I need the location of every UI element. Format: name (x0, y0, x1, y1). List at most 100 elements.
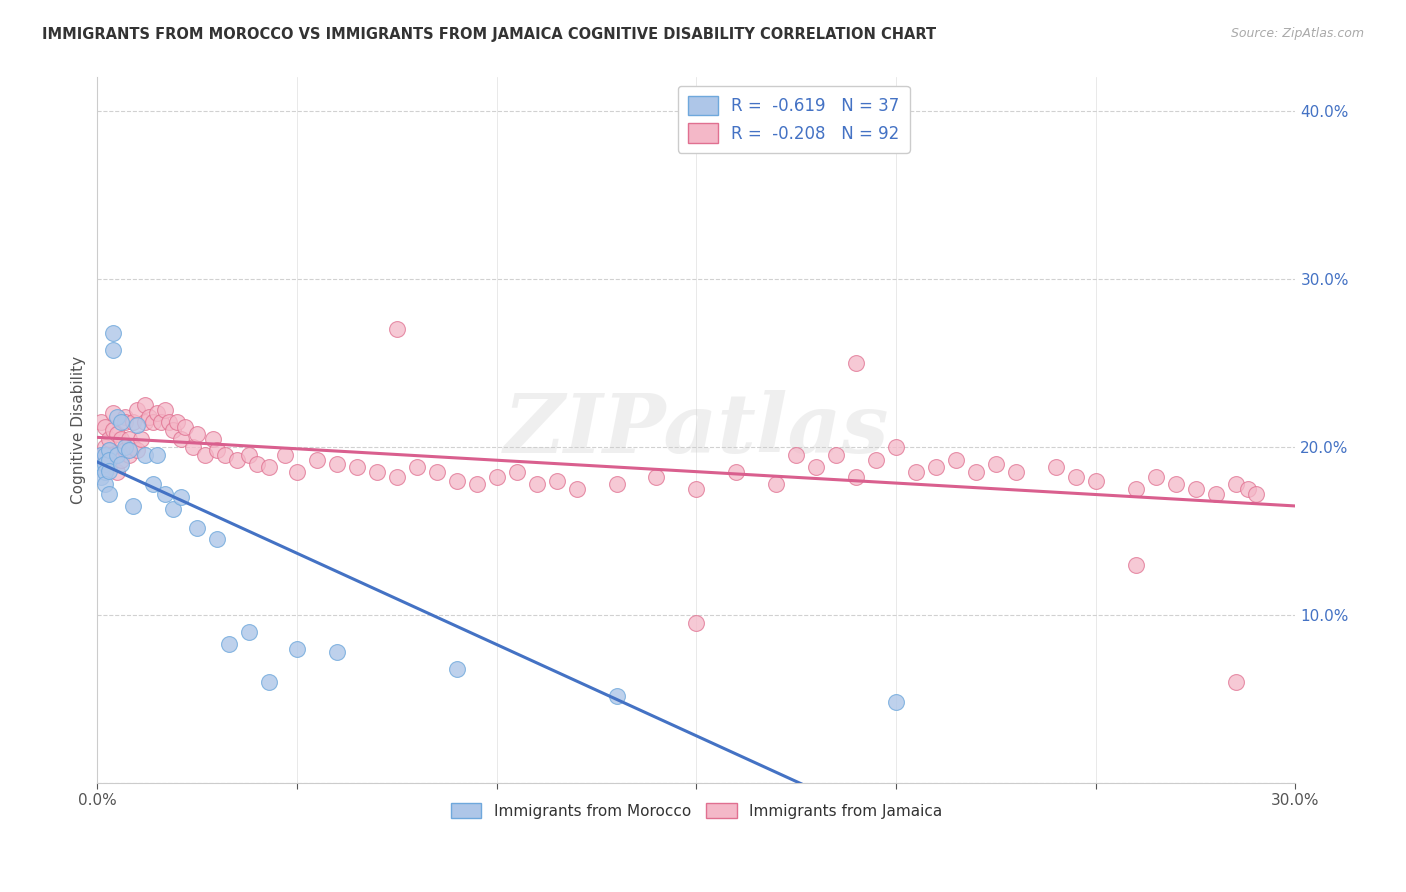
Point (226, 453, 249, 467)
Point (305, 453, 328, 467)
Point (122, 440, 145, 454)
Point (925, 460, 948, 475)
Point (110, 432, 132, 446)
Point (150, 415, 173, 429)
Point (110, 453, 132, 467)
Point (90, 415, 112, 429)
Point (103, 449, 125, 463)
Point (103, 343, 125, 357)
Point (905, 465, 928, 479)
Point (1005, 465, 1028, 479)
Point (118, 443, 141, 458)
Point (546, 474, 568, 488)
Point (194, 449, 217, 463)
Point (114, 443, 136, 458)
Point (205, 533, 228, 547)
Point (1125, 482, 1147, 496)
Point (127, 443, 149, 458)
Point (90, 449, 112, 463)
Point (127, 418, 149, 433)
Point (1184, 482, 1206, 496)
Point (114, 415, 136, 429)
Point (129, 432, 152, 446)
Point (98, 443, 121, 458)
Point (366, 465, 388, 479)
Point (157, 415, 180, 429)
Point (346, 460, 368, 475)
Point (845, 356, 868, 370)
Point (257, 675, 280, 690)
Point (114, 409, 136, 424)
Point (122, 415, 145, 429)
Point (685, 482, 707, 496)
Point (565, 482, 588, 496)
Point (127, 403, 149, 417)
Point (162, 502, 184, 516)
Point (98, 453, 121, 467)
Point (105, 449, 128, 463)
Point (806, 460, 828, 475)
Point (105, 426, 128, 441)
Point (285, 465, 308, 479)
Point (845, 470, 868, 484)
Point (98, 464, 121, 478)
Point (326, 457, 349, 471)
Point (94, 420, 117, 434)
Point (134, 398, 156, 412)
Point (155, 403, 177, 417)
Point (166, 415, 188, 429)
Point (965, 465, 987, 479)
Point (1084, 474, 1107, 488)
Point (1225, 477, 1247, 491)
Point (238, 449, 260, 463)
Point (785, 449, 807, 463)
Text: ZIPatlas: ZIPatlas (503, 390, 889, 470)
Point (105, 449, 128, 463)
Point (174, 420, 197, 434)
Point (285, 641, 308, 656)
Point (138, 409, 160, 424)
Point (98, 487, 121, 501)
Point (98, 460, 121, 475)
Point (825, 449, 848, 463)
Point (162, 423, 184, 437)
Point (606, 477, 628, 491)
Point (146, 406, 169, 420)
Point (94, 465, 117, 479)
Point (94, 440, 117, 454)
Point (142, 477, 165, 491)
Point (103, 326, 125, 340)
Point (984, 457, 1007, 471)
Point (103, 423, 125, 437)
Point (122, 499, 145, 513)
Text: IMMIGRANTS FROM MOROCCO VS IMMIGRANTS FROM JAMAICA COGNITIVE DISABILITY CORRELAT: IMMIGRANTS FROM MOROCCO VS IMMIGRANTS FR… (42, 27, 936, 42)
Point (884, 695, 907, 709)
Point (884, 440, 907, 454)
Point (98, 443, 121, 458)
Point (146, 449, 169, 463)
Point (1144, 470, 1167, 484)
Point (98, 432, 121, 446)
Point (405, 460, 427, 475)
Point (385, 322, 408, 336)
Point (214, 449, 236, 463)
Point (765, 477, 787, 491)
Point (1125, 558, 1147, 572)
Point (446, 474, 468, 488)
Point (142, 415, 165, 429)
Point (90, 449, 112, 463)
Point (186, 521, 208, 535)
Point (110, 457, 132, 471)
Point (170, 491, 193, 505)
Point (1244, 487, 1267, 501)
Point (945, 453, 967, 467)
Point (426, 465, 449, 479)
Point (105, 465, 128, 479)
Point (465, 477, 488, 491)
Point (114, 440, 136, 454)
Point (181, 440, 204, 454)
Point (446, 662, 468, 676)
Point (202, 432, 225, 446)
Point (94, 449, 117, 463)
Point (257, 460, 280, 475)
